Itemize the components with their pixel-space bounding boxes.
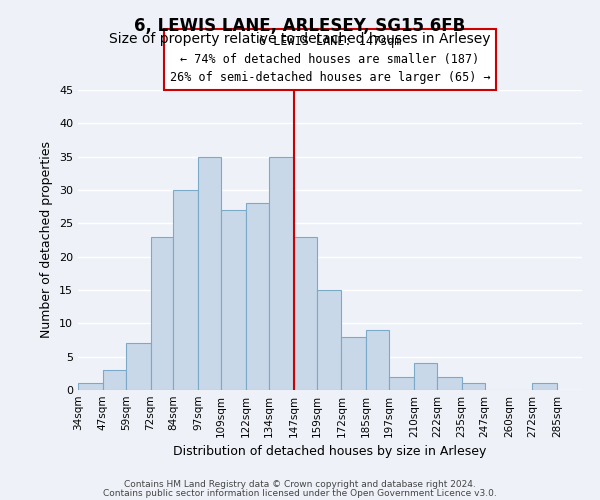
Text: 6, LEWIS LANE, ARLESEY, SG15 6FB: 6, LEWIS LANE, ARLESEY, SG15 6FB — [134, 18, 466, 36]
Bar — [126, 344, 151, 390]
Bar — [366, 330, 389, 390]
Text: Contains public sector information licensed under the Open Government Licence v3: Contains public sector information licen… — [103, 488, 497, 498]
Bar — [246, 204, 269, 390]
Text: 6 LEWIS LANE: 147sqm
← 74% of detached houses are smaller (187)
26% of semi-deta: 6 LEWIS LANE: 147sqm ← 74% of detached h… — [170, 35, 490, 84]
Bar — [414, 364, 437, 390]
Y-axis label: Number of detached properties: Number of detached properties — [40, 142, 53, 338]
Bar — [532, 384, 557, 390]
Text: Contains HM Land Registry data © Crown copyright and database right 2024.: Contains HM Land Registry data © Crown c… — [124, 480, 476, 489]
Bar — [462, 384, 485, 390]
Bar — [78, 384, 103, 390]
Bar — [294, 236, 317, 390]
Bar — [317, 290, 341, 390]
Bar — [389, 376, 414, 390]
Bar — [221, 210, 246, 390]
Bar — [437, 376, 462, 390]
Bar — [173, 190, 198, 390]
Bar — [341, 336, 366, 390]
Bar — [198, 156, 221, 390]
Bar — [269, 156, 294, 390]
Bar — [151, 236, 173, 390]
Text: Size of property relative to detached houses in Arlesey: Size of property relative to detached ho… — [109, 32, 491, 46]
Bar — [103, 370, 126, 390]
X-axis label: Distribution of detached houses by size in Arlesey: Distribution of detached houses by size … — [173, 446, 487, 458]
